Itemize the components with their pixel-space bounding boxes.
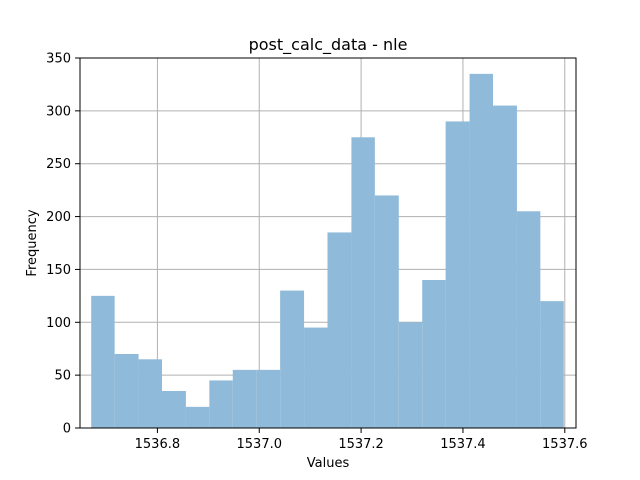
histogram-bar-13	[398, 322, 423, 428]
histogram-bar-3	[161, 391, 186, 428]
histogram-bar-4	[185, 406, 210, 428]
plot-frame	[79, 57, 577, 429]
histogram-bar-1	[114, 354, 139, 428]
histogram-bar-6	[232, 369, 257, 428]
histogram-bar-15	[445, 121, 470, 428]
x-tick-label-2: 1537.2	[338, 437, 384, 452]
y-tick-label-2: 100	[46, 316, 71, 331]
histogram-bars	[91, 73, 564, 429]
y-tick-label-6: 300	[46, 104, 71, 119]
histogram-bar-11	[351, 137, 375, 429]
histogram-bar-7	[256, 369, 281, 428]
x-axis-label: Values	[307, 456, 350, 471]
histogram-bar-0	[91, 295, 115, 428]
x-tick-label-0: 1536.8	[135, 437, 181, 452]
histogram-bar-10	[327, 232, 352, 428]
axis-ticks: 1536.8 1537.0 1537.2 1537.4 1537.6 0 50 100 150 2…	[46, 52, 587, 453]
histogram-bar-2	[138, 359, 162, 428]
histogram-bar-16	[469, 73, 493, 428]
x-tick-label-1: 1537.0	[237, 437, 283, 452]
y-tick-label-5: 250	[46, 157, 71, 172]
y-tick-label-0: 0	[63, 422, 71, 437]
chart-title: post_calc_data - nle	[249, 35, 408, 55]
histogram-bar-5	[209, 380, 233, 428]
histogram-bar-12	[374, 195, 399, 428]
x-tick-label-3: 1537.4	[440, 437, 486, 452]
y-tick-label-4: 200	[46, 210, 71, 225]
histogram-bar-18	[516, 211, 541, 428]
y-tick-label-3: 150	[46, 263, 71, 278]
histogram-bar-8	[280, 290, 305, 428]
histogram-bar-14	[422, 280, 446, 428]
y-tick-label-1: 50	[54, 369, 71, 384]
histogram-bar-17	[492, 105, 517, 429]
x-tick-label-4: 1537.6	[542, 437, 588, 452]
histogram-bar-19	[540, 301, 564, 428]
histogram-bar-9	[304, 327, 328, 428]
y-tick-label-7: 350	[46, 52, 71, 67]
y-axis-label: Frequency	[25, 209, 40, 276]
